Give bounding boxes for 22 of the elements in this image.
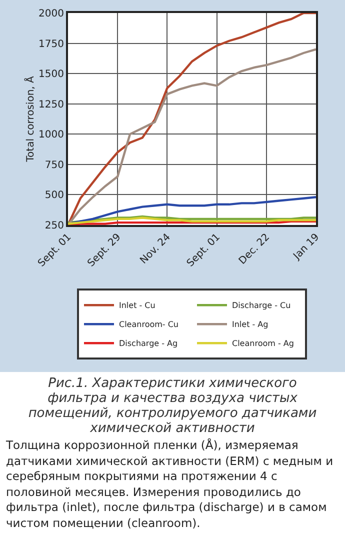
y-tick-label: 750 bbox=[44, 160, 64, 171]
y-tick-label: 1500 bbox=[38, 69, 64, 80]
y-tick-label: 500 bbox=[44, 190, 64, 202]
legend-label: Cleanroom - Ag bbox=[232, 339, 294, 348]
y-tick-label: 1000 bbox=[38, 130, 64, 141]
legend-label: Inlet - Cu bbox=[119, 301, 156, 310]
x-tick-label: Dec. 22 bbox=[237, 232, 272, 267]
y-tick-label: 2000 bbox=[38, 8, 64, 20]
text: Толщина коррозионной пленки (Å), измеряемая датчиками химической активности (ERM) с медным и серебряным покрытиями на протяжении 4 с половиной месяцев. Измерения проводились до фильтра (inlet), после фильтра (discharge) и в самом чистом помещении (cleanroom). bbox=[5, 438, 334, 531]
text: Рис.1. Характеристики химического фильтра и качества воздуха чистых помещений, контролируемого датчиками химической активности bbox=[27, 375, 318, 438]
y-tick-label: 250 bbox=[44, 220, 64, 232]
line-series bbox=[68, 13, 316, 225]
y-tick-label: 1750 bbox=[38, 38, 64, 50]
legend-label: Discharge - Ag bbox=[119, 339, 178, 348]
x-tick-label: Nov. 24 bbox=[138, 232, 173, 266]
y-axis-title: Total corrosion, Å bbox=[24, 76, 37, 163]
line-series bbox=[68, 48, 316, 225]
x-tick-label: Jan 19 bbox=[291, 232, 322, 263]
y-tick-label: 1250 bbox=[38, 99, 64, 110]
legend-label: Discharge - Cu bbox=[232, 301, 291, 310]
legend-label: Cleanroom- Cu bbox=[119, 320, 178, 330]
legend-label: Inlet - Ag bbox=[232, 320, 268, 330]
